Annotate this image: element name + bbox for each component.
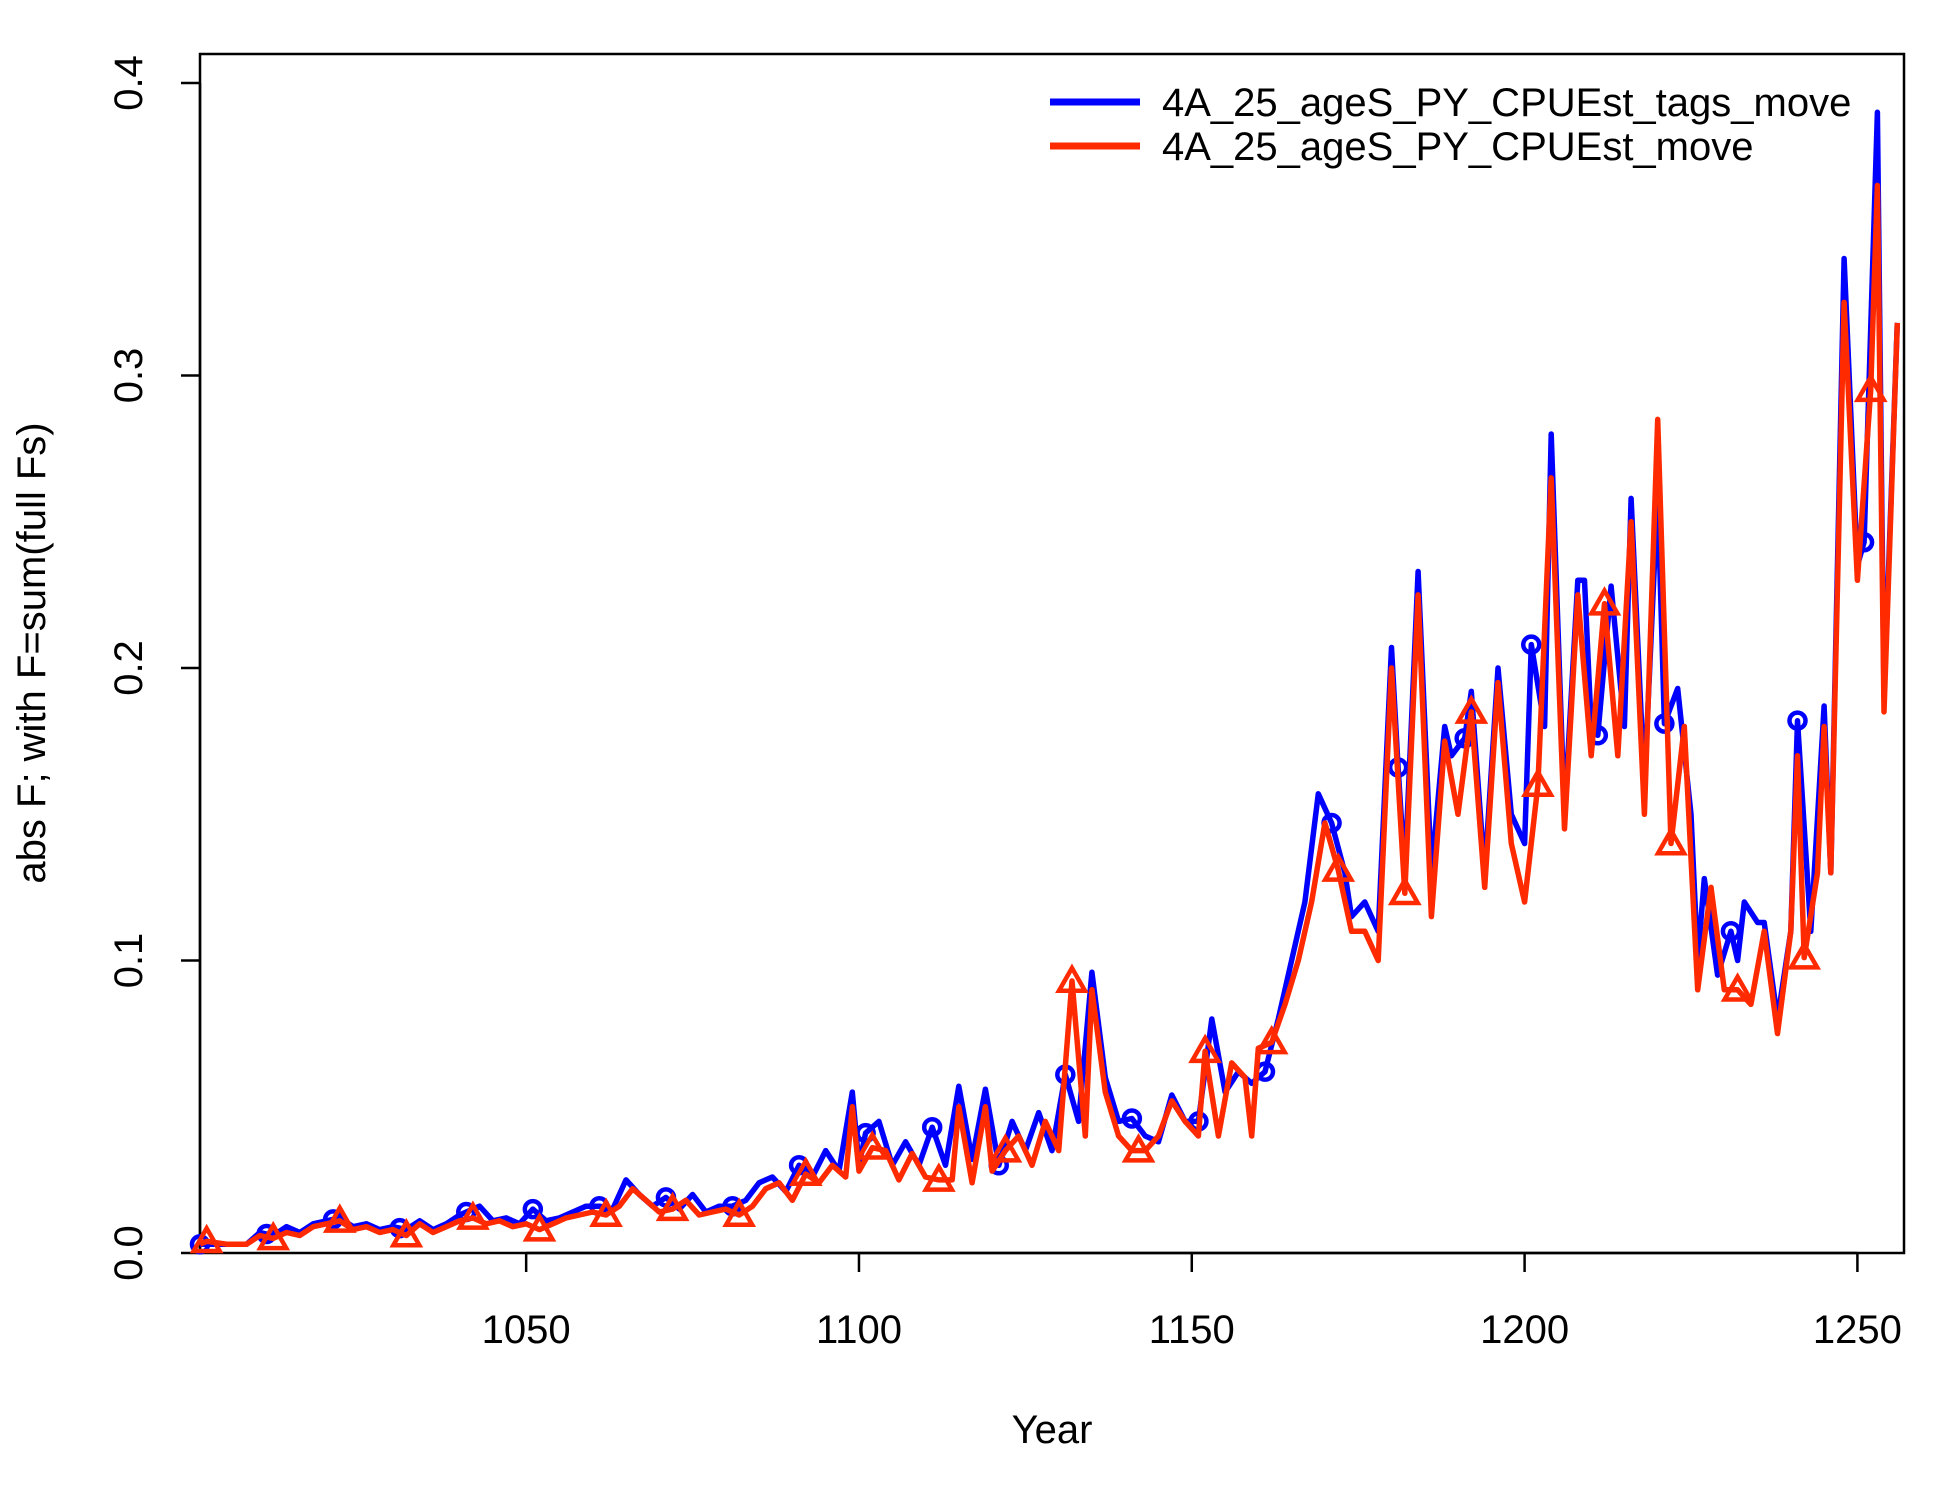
legend-label-move: 4A_25_ageS_PY_CPUEst_move — [1162, 125, 1753, 169]
series-marker-circle — [1720, 921, 1742, 942]
legend: 4A_25_ageS_PY_CPUEst_tags_move 4A_25_age… — [1050, 81, 1851, 169]
series-marker-circle — [1121, 1108, 1143, 1129]
series-marker-triangle — [855, 1130, 890, 1160]
series-marker-triangle — [988, 1133, 1023, 1163]
series-marker-triangle — [1521, 767, 1555, 797]
y-tick-label: 0.1 — [107, 933, 151, 989]
y-axis-title: abs F; with F=sum(full Fs) — [10, 422, 54, 883]
series-marker-triangle — [1121, 1133, 1156, 1163]
series-marker-triangle — [1188, 1033, 1222, 1064]
series-layer — [189, 109, 1901, 1255]
x-tick-label: 1200 — [1480, 1308, 1569, 1352]
series-marker-circle — [921, 1116, 943, 1138]
series-marker-circle — [1521, 634, 1542, 655]
series-marker-triangle — [1720, 972, 1755, 1002]
y-tick-label: 0.3 — [107, 348, 151, 404]
series-marker-triangle — [589, 1197, 623, 1227]
series-marker-triangle — [1654, 825, 1688, 856]
series-line — [200, 109, 1901, 1247]
x-tick-label: 1150 — [1149, 1308, 1235, 1352]
series-marker-triangle — [1387, 875, 1422, 906]
series-marker-triangle — [1454, 694, 1489, 724]
series-marker-triangle — [189, 1223, 224, 1254]
x-tick-label: 1250 — [1813, 1308, 1902, 1352]
series-marker-triangle — [921, 1162, 956, 1192]
series-marker-circle — [522, 1198, 544, 1220]
x-axis-title: Year — [1012, 1408, 1093, 1452]
y-tick-label: 0.4 — [107, 55, 151, 111]
x-tick-label: 1100 — [816, 1308, 902, 1352]
x-axis: 1050 1100 1150 1200 1250 — [482, 1251, 1902, 1352]
series-marker-triangle — [722, 1197, 757, 1227]
series-marker-triangle — [1587, 586, 1622, 616]
series-marker-triangle — [456, 1200, 490, 1230]
series-marker-triangle — [1321, 852, 1356, 882]
series-marker-triangle — [1787, 940, 1822, 970]
series-marker-triangle — [256, 1220, 291, 1251]
series-marker-triangle — [389, 1217, 424, 1248]
legend-label-tags-move: 4A_25_ageS_PY_CPUEst_tags_move — [1162, 81, 1851, 125]
y-axis: 0.0 0.1 0.2 0.3 0.4 — [107, 55, 202, 1281]
series-marker-triangle — [1055, 963, 1089, 993]
series-marker-circle — [1787, 710, 1808, 731]
y-tick-label: 0.0 — [107, 1225, 151, 1281]
series-marker-triangle — [788, 1156, 823, 1187]
series-marker-triangle — [655, 1191, 690, 1222]
series-marker-triangle — [1853, 372, 1888, 403]
series-marker-triangle — [322, 1203, 357, 1233]
series-1 — [189, 182, 1901, 1254]
series-0 — [189, 109, 1901, 1255]
series-line — [198, 182, 1901, 1247]
series-marker-triangle — [1254, 1024, 1289, 1055]
x-tick-label: 1050 — [482, 1308, 571, 1352]
y-tick-label: 0.2 — [107, 640, 151, 696]
series-marker-triangle — [522, 1212, 557, 1242]
